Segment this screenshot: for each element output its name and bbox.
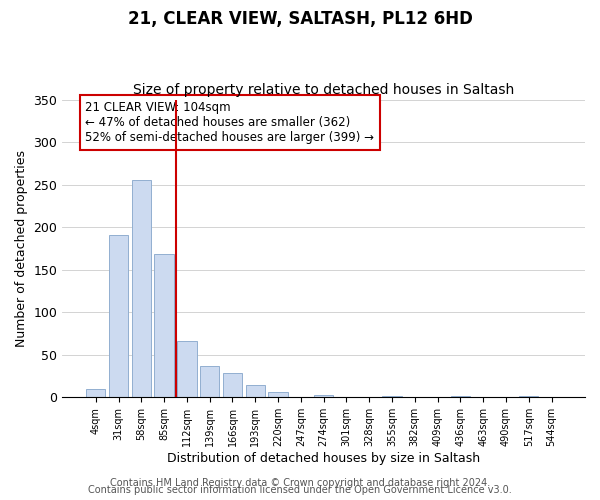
Bar (86, 389, 106, 398)
Text: 21 CLEAR VIEW: 104sqm
← 47% of detached houses are smaller (362)
52% of semi-det: 21 CLEAR VIEW: 104sqm ← 47% of detached … (85, 102, 374, 144)
Bar (519, 396, 538, 398)
Bar (314, 395, 334, 398)
Bar (109, 235, 128, 398)
Bar (154, 254, 174, 398)
Title: Size of property relative to detached houses in Saltash: Size of property relative to detached ho… (133, 83, 514, 97)
Y-axis label: Number of detached properties: Number of detached properties (15, 150, 28, 347)
Text: Contains public sector information licensed under the Open Government Licence v3: Contains public sector information licen… (88, 485, 512, 495)
Text: Contains HM Land Registry data © Crown copyright and database right 2024.: Contains HM Land Registry data © Crown c… (110, 478, 490, 488)
Bar (223, 372, 242, 398)
Bar (200, 366, 220, 398)
Bar (245, 386, 265, 398)
Bar (131, 180, 151, 398)
Bar (382, 396, 402, 398)
Text: 21, CLEAR VIEW, SALTASH, PL12 6HD: 21, CLEAR VIEW, SALTASH, PL12 6HD (128, 10, 472, 28)
Bar (177, 341, 197, 398)
Bar (268, 392, 288, 398)
X-axis label: Distribution of detached houses by size in Saltash: Distribution of detached houses by size … (167, 452, 480, 465)
Bar (451, 396, 470, 398)
